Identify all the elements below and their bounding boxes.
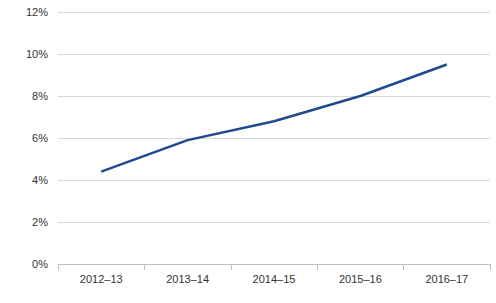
svg-text:12%: 12%: [26, 6, 48, 18]
svg-text:2014–15: 2014–15: [253, 273, 296, 285]
svg-text:2013–14: 2013–14: [166, 273, 209, 285]
svg-text:4%: 4%: [32, 174, 48, 186]
svg-text:6%: 6%: [32, 132, 48, 144]
svg-text:8%: 8%: [32, 90, 48, 102]
svg-text:10%: 10%: [26, 48, 48, 60]
svg-text:2015–16: 2015–16: [339, 273, 382, 285]
svg-text:0%: 0%: [32, 258, 48, 270]
svg-text:2%: 2%: [32, 216, 48, 228]
svg-text:2012–13: 2012–13: [80, 273, 123, 285]
svg-text:2016–17: 2016–17: [425, 273, 468, 285]
